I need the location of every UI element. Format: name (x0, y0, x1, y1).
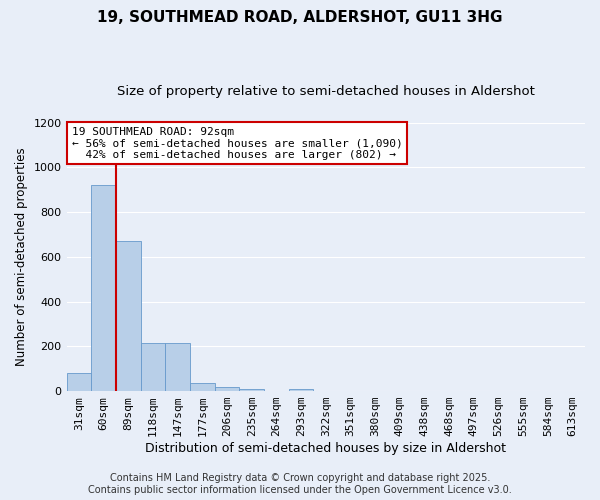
Bar (215, 386, 239, 391)
Bar (67, 373, 91, 391)
Bar (116, 242, 140, 391)
Text: 19, SOUTHMEAD ROAD, ALDERSHOT, GU11 3HG: 19, SOUTHMEAD ROAD, ALDERSHOT, GU11 3HG (97, 10, 503, 25)
Bar (140, 343, 165, 391)
Title: Size of property relative to semi-detached houses in Aldershot: Size of property relative to semi-detach… (117, 85, 535, 98)
Bar (165, 343, 190, 391)
Y-axis label: Number of semi-detached properties: Number of semi-detached properties (15, 148, 28, 366)
Bar (239, 389, 264, 391)
Text: 19 SOUTHMEAD ROAD: 92sqm
← 56% of semi-detached houses are smaller (1,090)
  42%: 19 SOUTHMEAD ROAD: 92sqm ← 56% of semi-d… (72, 127, 403, 160)
Text: Contains HM Land Registry data © Crown copyright and database right 2025.
Contai: Contains HM Land Registry data © Crown c… (88, 474, 512, 495)
Bar (289, 389, 313, 391)
Bar (91, 186, 116, 391)
Bar (190, 384, 215, 391)
X-axis label: Distribution of semi-detached houses by size in Aldershot: Distribution of semi-detached houses by … (145, 442, 506, 455)
